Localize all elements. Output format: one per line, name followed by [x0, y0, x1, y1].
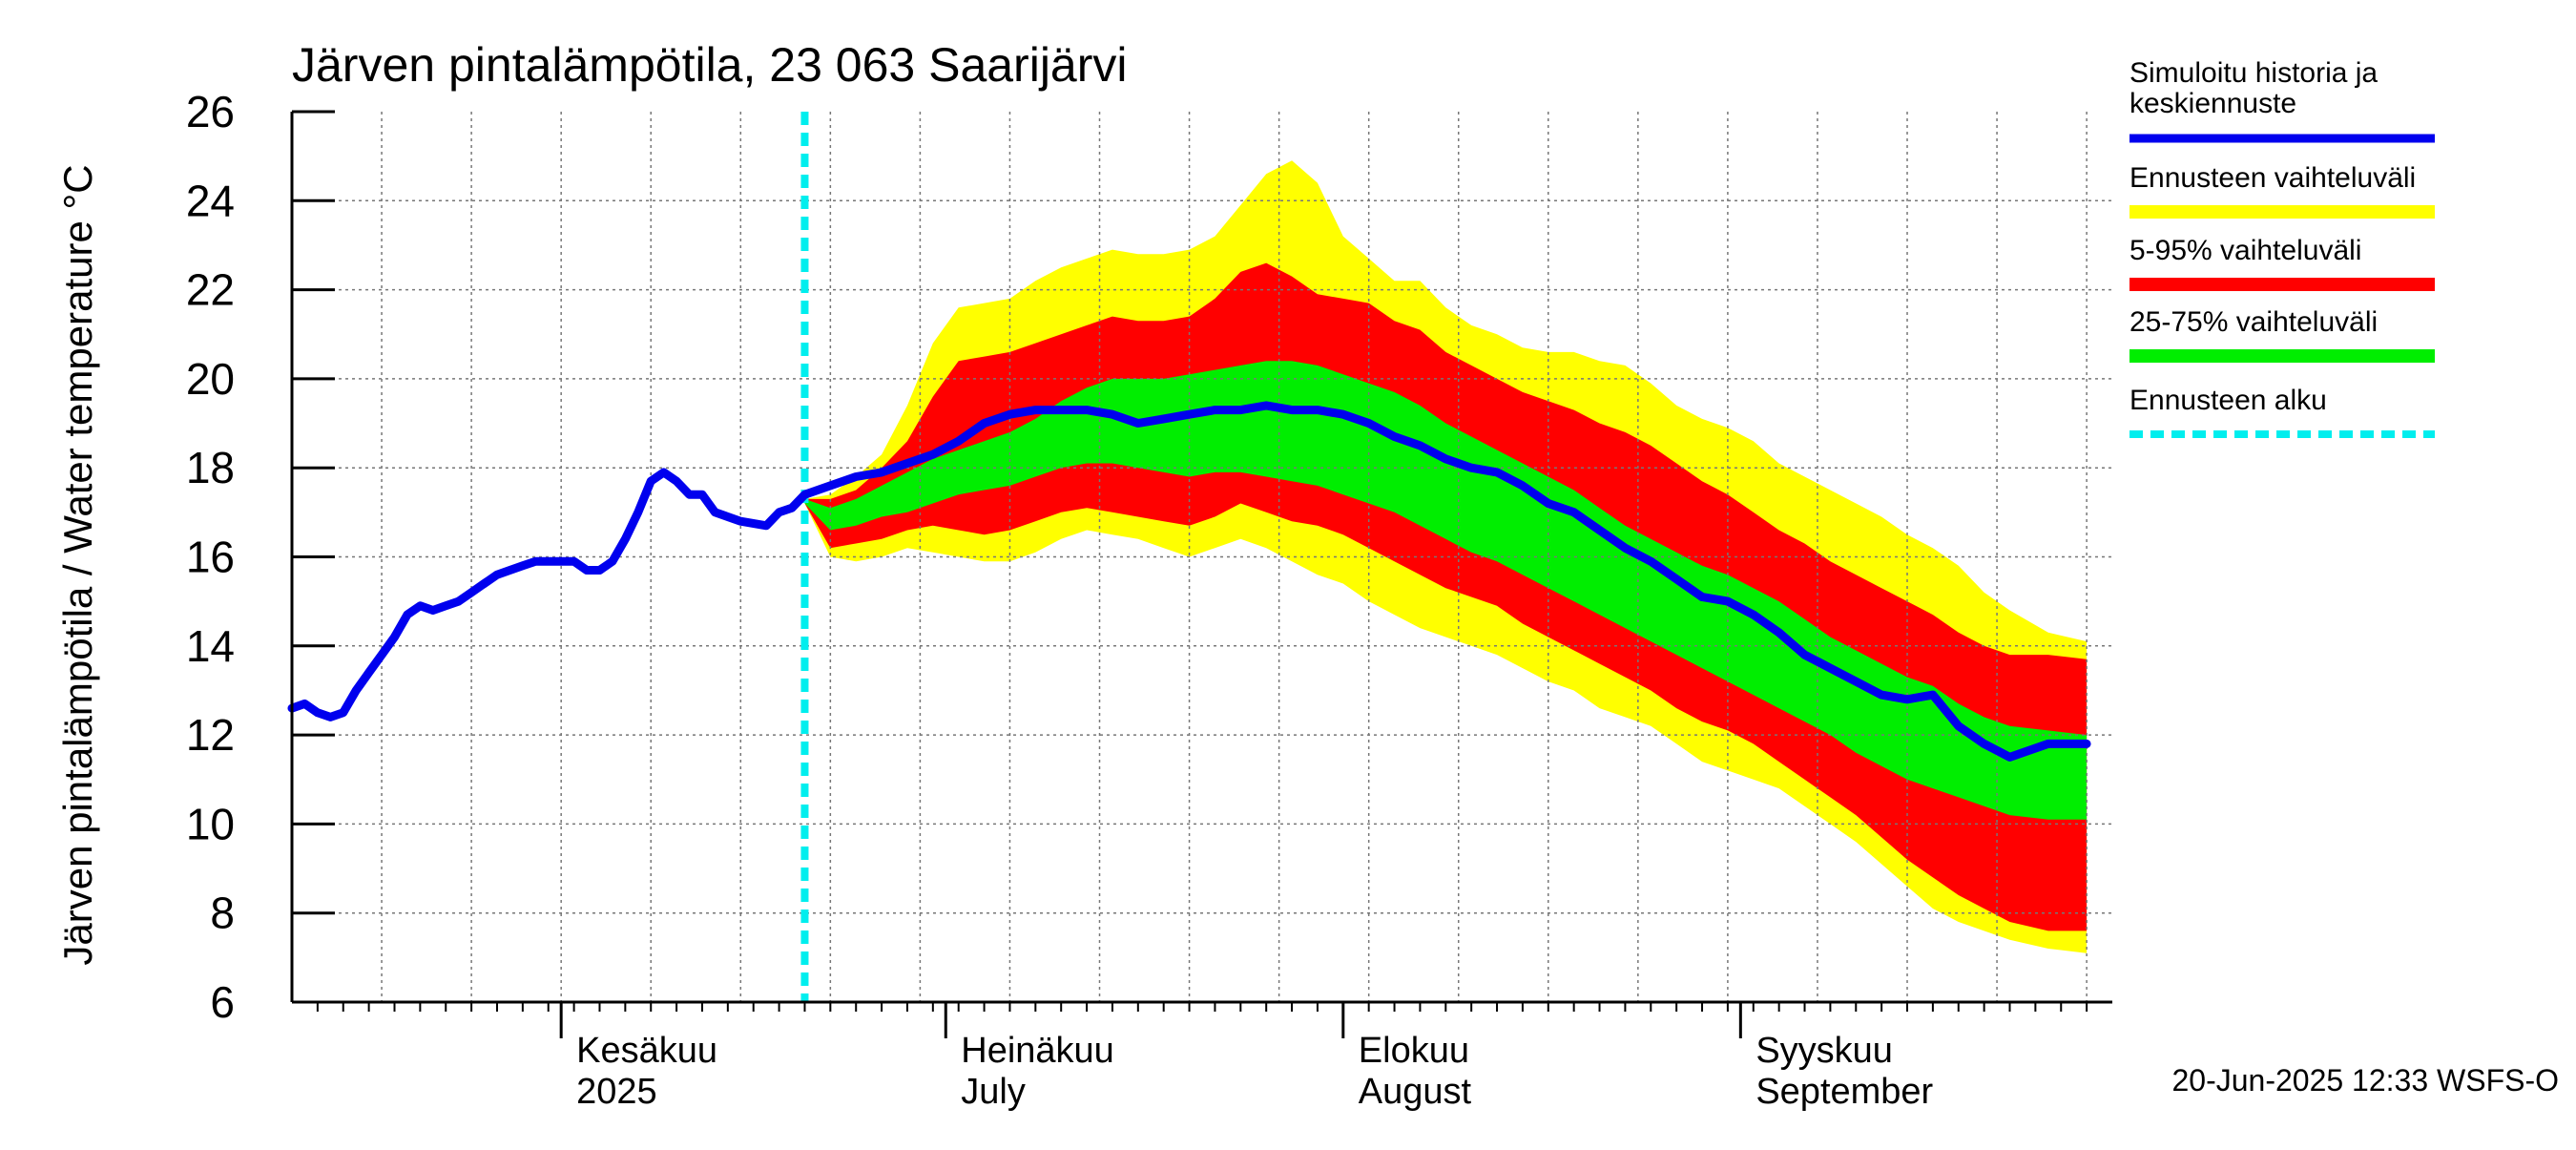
month-label-en: September: [1755, 1072, 1933, 1112]
y-tick-label: 10: [186, 799, 235, 848]
y-tick-label: 18: [186, 443, 235, 492]
mean-forecast-line: [287, 401, 2091, 762]
chart-title: Järven pintalämpötila, 23 063 Saarijärvi: [292, 38, 1128, 92]
y-tick-label: 20: [186, 354, 235, 404]
y-tick-label: 14: [186, 621, 235, 671]
y-axis-label: Järven pintalämpötila / Water temperatur…: [55, 164, 100, 965]
month-label-en: July: [961, 1072, 1026, 1112]
y-tick-label: 6: [210, 977, 235, 1027]
month-label-fi: Kesäkuu: [576, 1031, 717, 1071]
legend-label: keskiennuste: [2129, 88, 2296, 119]
legend-label: Ennusteen vaihteluväli: [2129, 162, 2416, 194]
legend-label: 25-75% vaihteluväli: [2129, 306, 2378, 338]
month-label-en: 2025: [576, 1072, 657, 1112]
grid-lines: [292, 112, 2112, 1002]
legend-label: Simuloitu historia ja: [2129, 57, 2378, 89]
y-tick-label: 22: [186, 265, 235, 315]
y-tick-label: 12: [186, 710, 235, 760]
legend-label: 5-95% vaihteluväli: [2129, 235, 2361, 266]
month-label-fi: Heinäkuu: [961, 1031, 1114, 1071]
month-label-fi: Elokuu: [1359, 1031, 1469, 1071]
y-axis-ticks: 6 8 10 12 14 16 18 20 22 24 26: [186, 87, 335, 1027]
timestamp-footer: 20-Jun-2025 12:33 WSFS-O: [2171, 1063, 2559, 1098]
p25-75-band: [804, 361, 2088, 820]
legend-label: Ennusteen alku: [2129, 385, 2327, 416]
history-line: [287, 401, 2091, 762]
forecast-bands: [804, 160, 2088, 953]
month-label-fi: Syyskuu: [1755, 1031, 1893, 1071]
y-tick-label: 16: [186, 533, 235, 582]
month-label-en: August: [1359, 1072, 1472, 1112]
y-tick-label: 26: [186, 87, 235, 136]
y-tick-label: 24: [186, 176, 235, 225]
y-tick-label: 8: [210, 889, 235, 938]
